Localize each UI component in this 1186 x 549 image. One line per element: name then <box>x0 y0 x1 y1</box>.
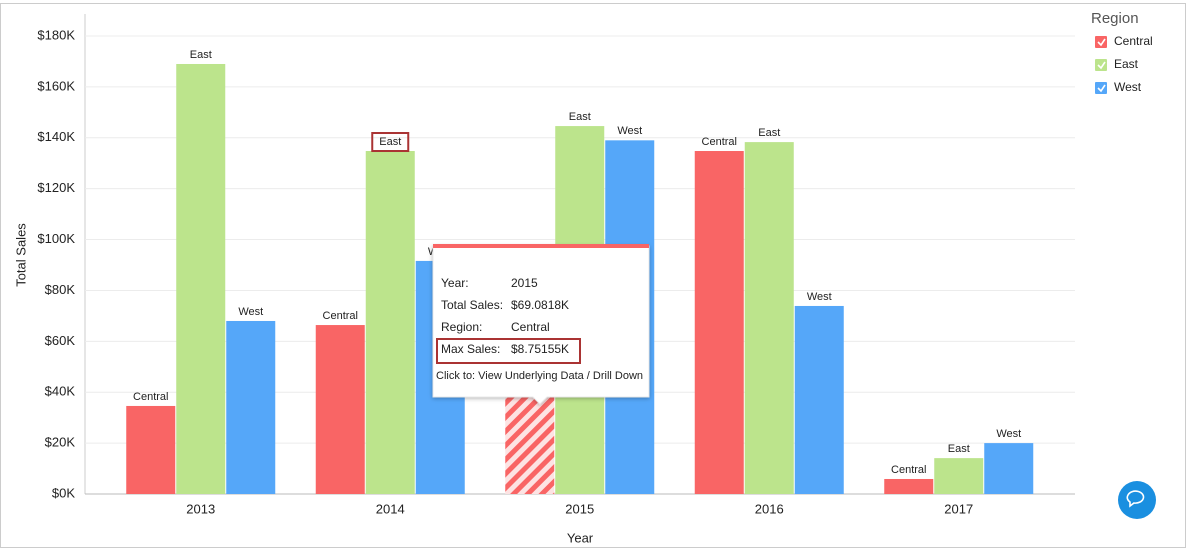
tooltip: Year: 2015 Total Sales: $69.0818K Region: Cen… <box>432 244 650 405</box>
bar <box>984 443 1034 494</box>
value-label: Central <box>323 310 358 322</box>
bar <box>884 478 934 494</box>
legend-title: Region <box>1091 10 1139 27</box>
tooltip-label: Max Sales: <box>441 342 500 356</box>
value-label: West <box>996 428 1021 440</box>
y-tick-label: $40K <box>45 384 76 399</box>
bar <box>934 458 984 494</box>
x-tick-label: 2015 <box>565 501 594 516</box>
tooltip-value: 2015 <box>511 276 538 290</box>
legend-check <box>1097 84 1106 93</box>
tooltip-box <box>432 245 650 405</box>
bar <box>126 405 176 494</box>
x-tick-label: 2016 <box>755 501 784 516</box>
y-tick-label: $80K <box>45 282 76 297</box>
x-tick-label: 2013 <box>186 501 215 516</box>
legend-label: West <box>1114 80 1142 94</box>
y-tick-label: $60K <box>45 333 76 348</box>
y-tick-label: $160K <box>37 78 75 93</box>
tooltip-value: $69.0818K <box>511 298 569 312</box>
value-label: East <box>948 443 970 455</box>
bar <box>176 63 226 494</box>
legend-swatch <box>1095 82 1107 94</box>
legend-check <box>1097 61 1106 70</box>
legend-label: Central <box>1114 34 1153 48</box>
y-tick-label: $20K <box>45 435 76 450</box>
tooltip-label: Year: <box>441 276 469 290</box>
y-tick-label: $120K <box>37 180 75 195</box>
tooltip-top <box>433 244 649 248</box>
tooltip-value: Central <box>511 320 550 334</box>
legend-label: East <box>1114 57 1139 71</box>
value-label: Central <box>891 464 926 476</box>
x-tick-label: 2017 <box>944 501 973 516</box>
tooltip-label: Region: <box>441 320 482 334</box>
bar <box>694 151 744 494</box>
value-label: East <box>569 111 591 123</box>
y-tick-label: $100K <box>37 231 75 246</box>
chat-button[interactable] <box>1118 481 1156 519</box>
bar <box>226 320 276 494</box>
y-tick-label: $140K <box>37 129 75 144</box>
value-label: West <box>238 306 263 318</box>
value-label: West <box>617 125 642 137</box>
value-label: East <box>758 127 780 139</box>
annotation-box <box>436 338 581 364</box>
legend-swatch <box>1095 59 1107 71</box>
bar <box>315 325 365 494</box>
tooltip-label: Total Sales: <box>441 298 503 312</box>
value-label: East <box>190 49 212 61</box>
value-label: Central <box>133 391 168 403</box>
tooltip-value: $8.75155K <box>511 342 569 356</box>
bar <box>365 151 415 494</box>
y-tick-label: $0K <box>52 485 75 500</box>
legend-check <box>1097 38 1106 47</box>
value-label: Central <box>702 136 737 148</box>
value-label: East <box>379 136 401 148</box>
bar <box>744 142 794 494</box>
y-axis-title: Total Sales <box>13 223 28 287</box>
y-tick-label: $180K <box>37 27 75 42</box>
x-axis-title: Year <box>567 530 594 545</box>
tooltip-footer: Click to: View Underlying Data / Drill D… <box>436 370 643 382</box>
legend-swatch <box>1095 36 1107 48</box>
annotation-box <box>371 132 410 153</box>
value-label: West <box>807 291 832 303</box>
x-tick-label: 2014 <box>376 501 405 516</box>
bar <box>794 305 844 494</box>
